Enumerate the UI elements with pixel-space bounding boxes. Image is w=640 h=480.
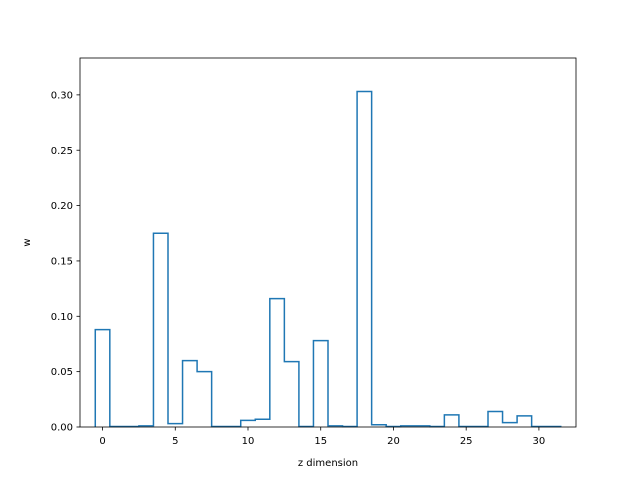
series-step-line: [94, 90, 562, 428]
x-tick-label: 30: [533, 436, 546, 447]
x-tick-label: 0: [99, 436, 105, 447]
y-tick-label: 0.05: [51, 367, 73, 378]
y-tick-label: 0.20: [51, 201, 73, 212]
x-tick-label: 20: [387, 436, 400, 447]
y-axis-label: w: [22, 238, 33, 246]
x-tick-label: 25: [460, 436, 473, 447]
y-axis: 0.00 0.05 0.10 0.15 0.20 0.25 0.30: [51, 90, 80, 434]
x-axis: 0 5 10 15 20 25 30: [99, 427, 545, 447]
x-tick-label: 10: [242, 436, 255, 447]
y-tick-label: 0.25: [51, 146, 73, 157]
x-tick-label: 5: [172, 436, 178, 447]
x-axis-label: z dimension: [298, 458, 358, 469]
x-tick-label: 15: [314, 436, 327, 447]
y-tick-label: 0.00: [51, 423, 73, 434]
y-tick-label: 0.30: [51, 90, 73, 101]
axes-frame: [79, 57, 577, 428]
y-tick-label: 0.15: [51, 257, 73, 268]
plot-area: [94, 90, 562, 428]
y-tick-label: 0.10: [51, 312, 73, 323]
